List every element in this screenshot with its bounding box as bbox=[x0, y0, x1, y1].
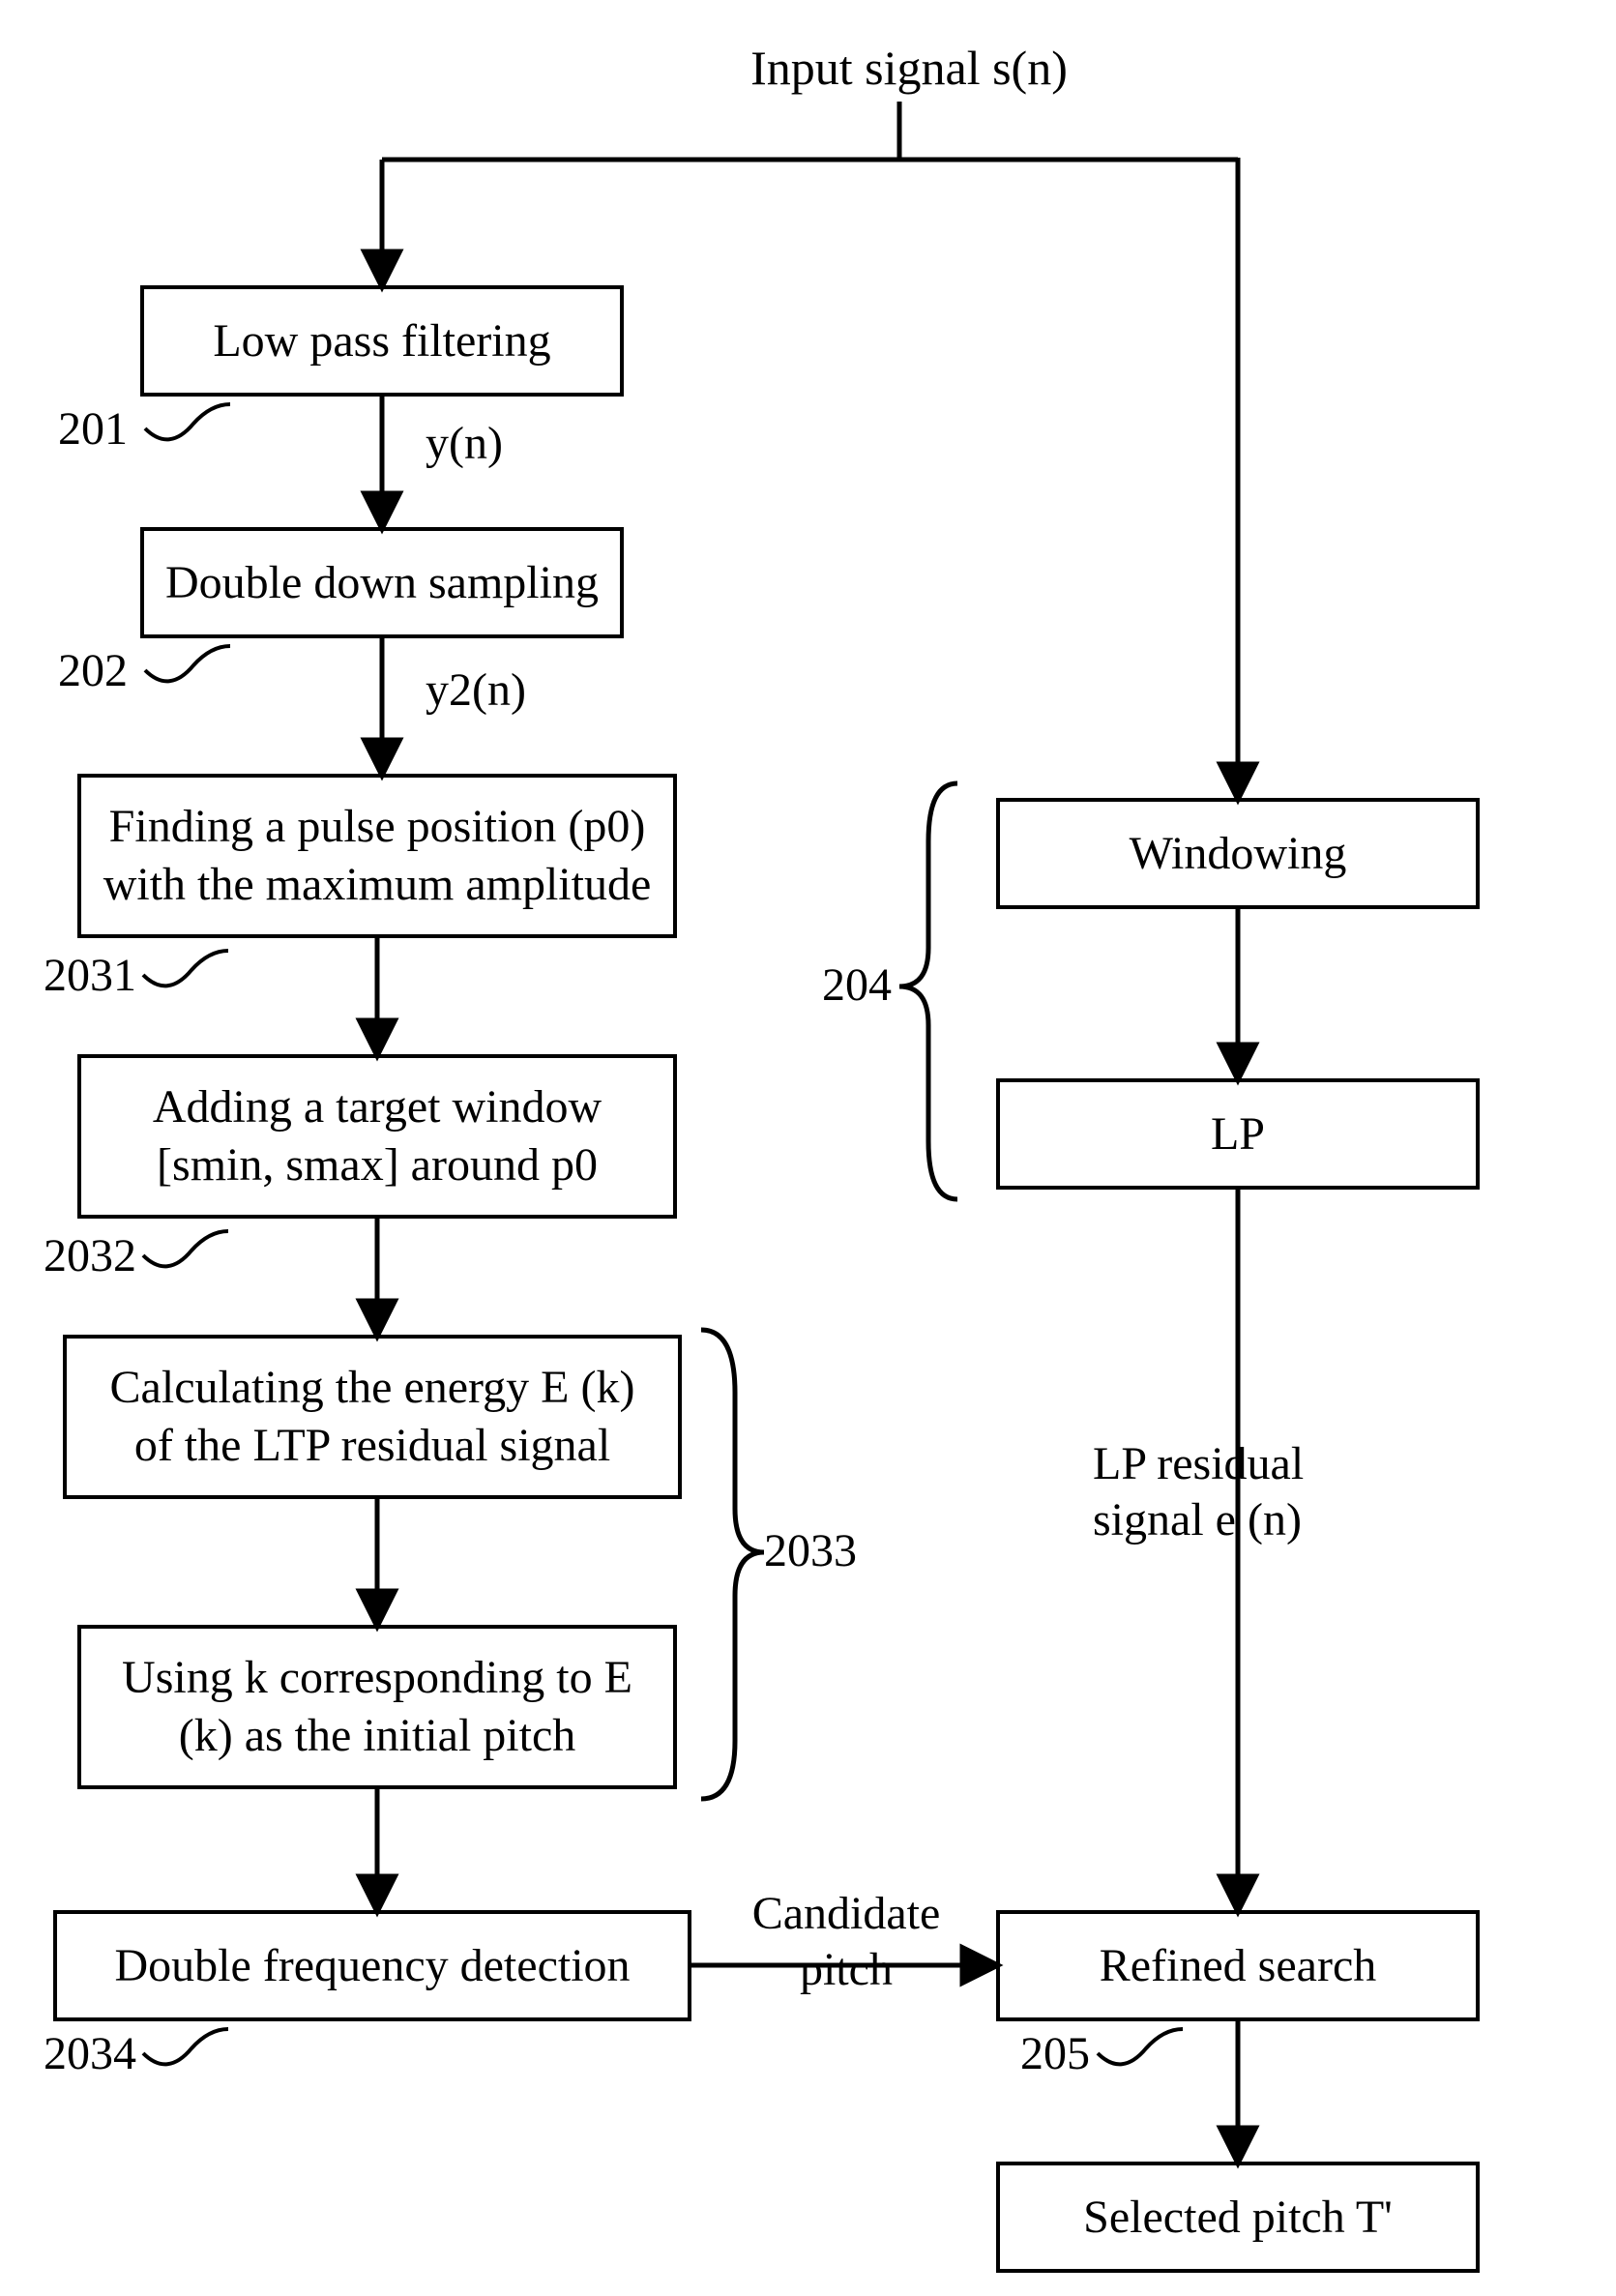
edge-label-y2n: y2(n) bbox=[426, 662, 526, 719]
node-ref-202: 202 bbox=[58, 643, 128, 699]
node-selected-pitch: Selected pitch T' bbox=[996, 2162, 1480, 2273]
node-low-pass-filtering: Low pass filtering bbox=[140, 285, 624, 397]
node-windowing: Windowing bbox=[996, 798, 1480, 909]
group-ref-2033: 2033 bbox=[764, 1523, 857, 1579]
node-ref-201: 201 bbox=[58, 401, 128, 457]
node-calculating-energy: Calculating the energy E (k) of the LTP … bbox=[63, 1335, 682, 1499]
node-adding-target-window: Adding a target window [smin, smax] arou… bbox=[77, 1054, 677, 1219]
node-double-frequency-detection: Double frequency detection bbox=[53, 1910, 691, 2021]
edge-label-candidate: Candidate pitch bbox=[701, 1886, 991, 1997]
node-using-k-initial-pitch: Using k corresponding to E (k) as the in… bbox=[77, 1625, 677, 1789]
node-finding-pulse-position: Finding a pulse position (p0) with the m… bbox=[77, 774, 677, 938]
input-signal-label: Input signal s(n) bbox=[716, 39, 1102, 97]
node-ref-2034: 2034 bbox=[44, 2026, 136, 2082]
node-ref-2032: 2032 bbox=[44, 1228, 136, 1284]
node-refined-search: Refined search bbox=[996, 1910, 1480, 2021]
node-ref-205: 205 bbox=[1020, 2026, 1090, 2082]
node-double-down-sampling: Double down sampling bbox=[140, 527, 624, 638]
flowchart-canvas: Input signal s(n) y(n) y2(n) Candidate p… bbox=[0, 0, 1616, 2296]
edge-label-yn: y(n) bbox=[426, 416, 503, 472]
node-lp: LP bbox=[996, 1078, 1480, 1190]
edge-label-lp-residual: LP residual signal e (n) bbox=[1093, 1436, 1431, 1547]
group-ref-204: 204 bbox=[822, 957, 892, 1014]
node-ref-2031: 2031 bbox=[44, 948, 136, 1004]
